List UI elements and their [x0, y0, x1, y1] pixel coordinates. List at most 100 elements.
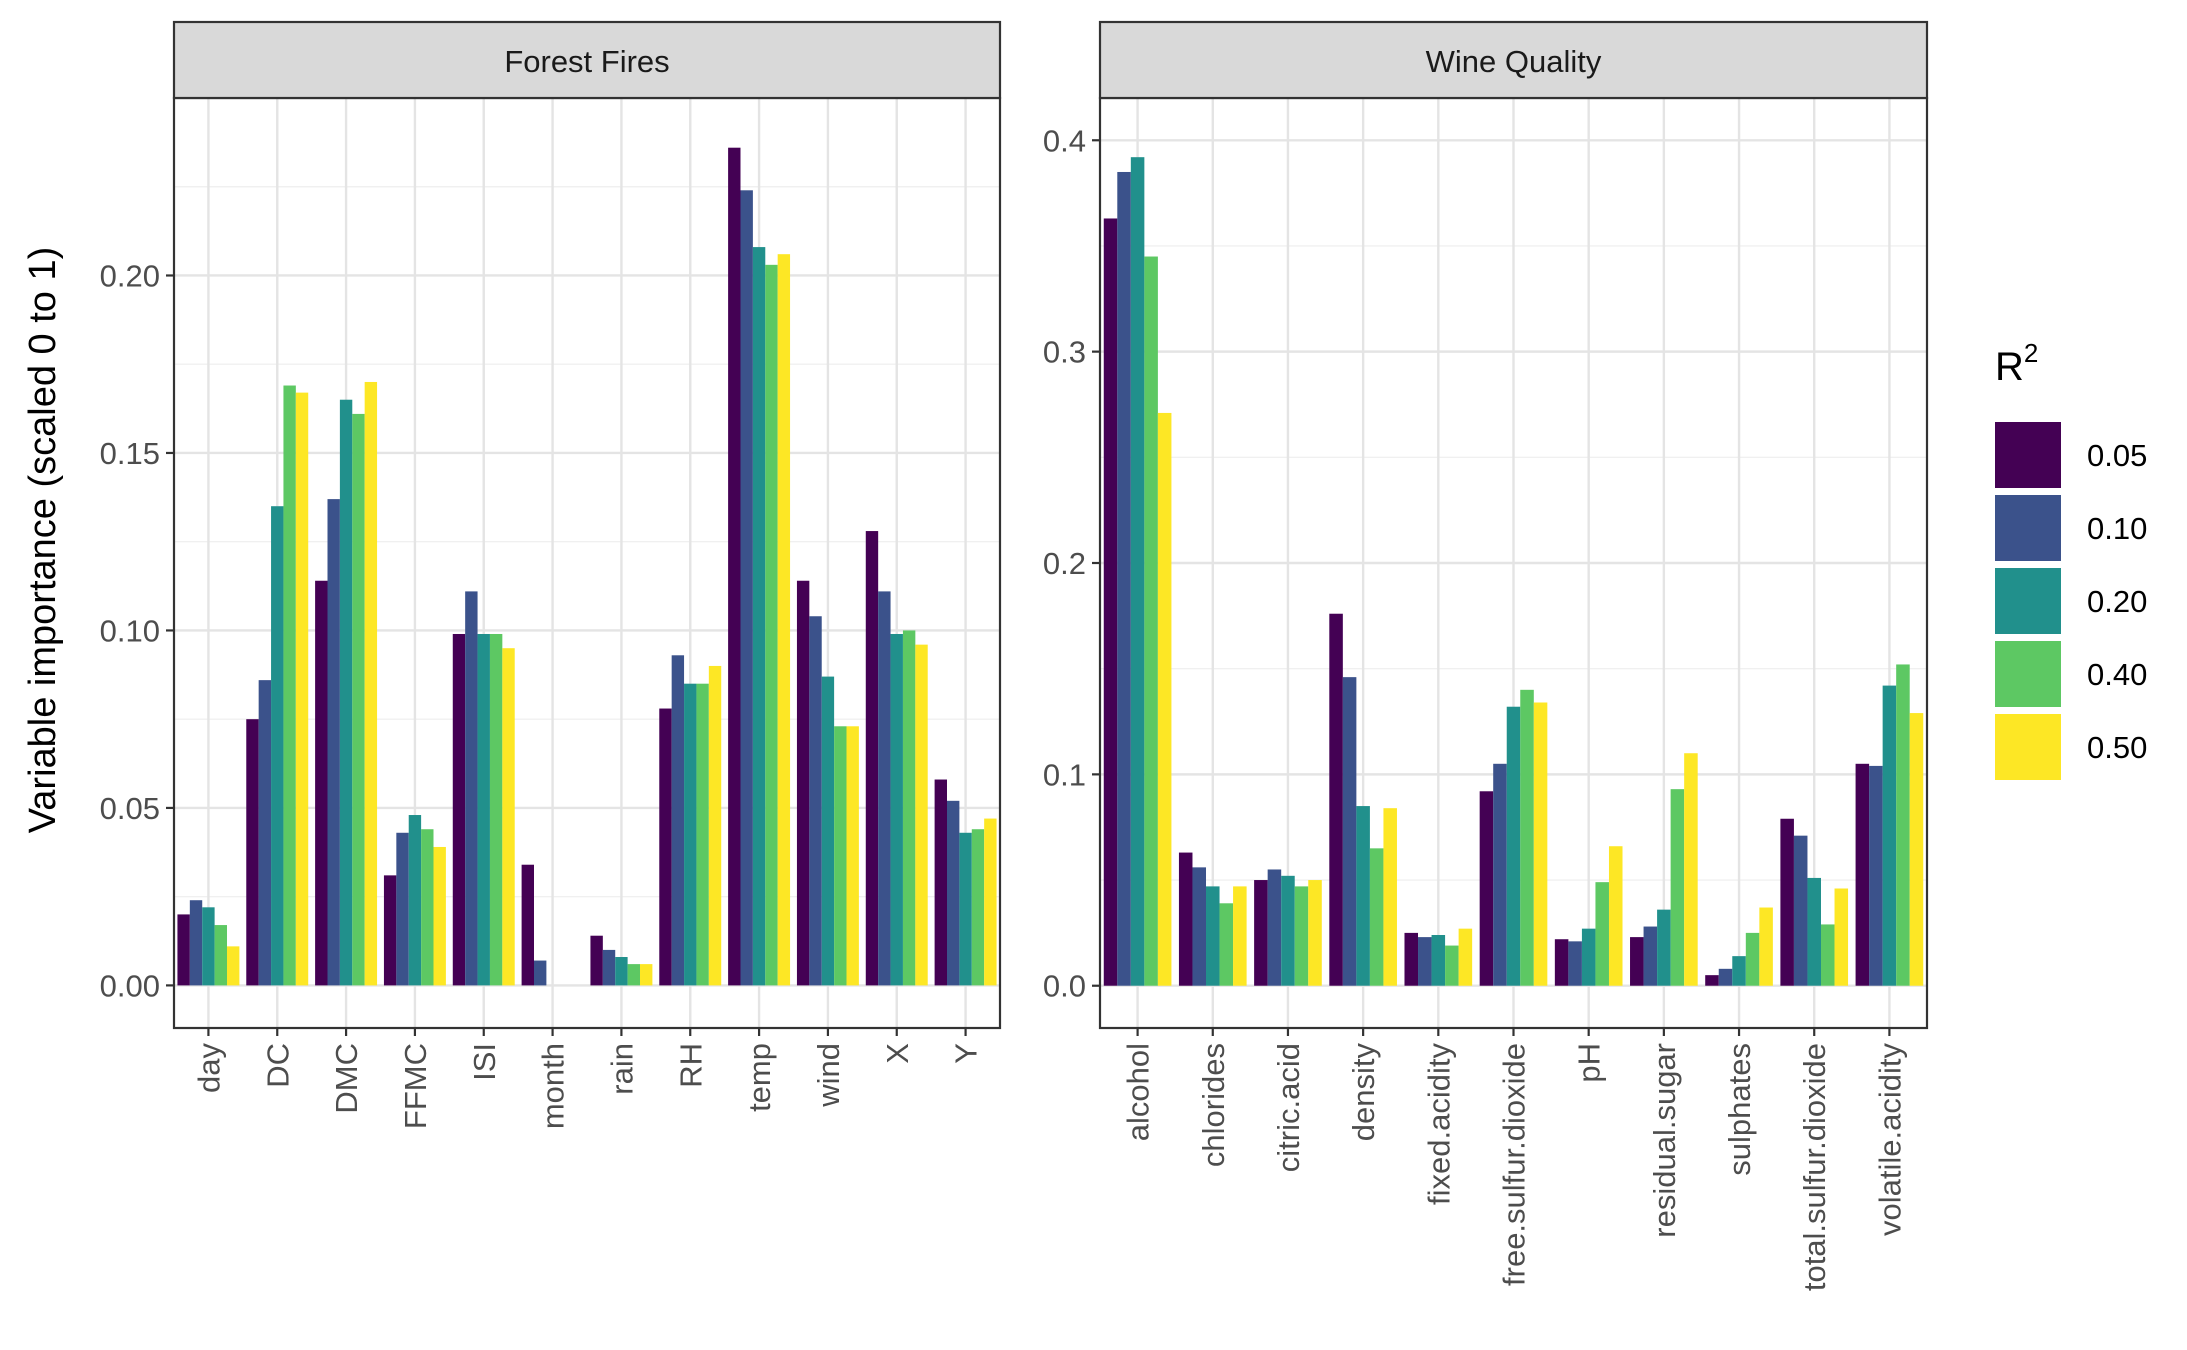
x-tick-label-sulphates: sulphates	[1722, 1043, 1757, 1176]
bar-ffmc-r2-0-40	[421, 829, 434, 986]
bar-alcohol-r2-0-20	[1130, 157, 1145, 986]
legend-title-superscript: 2	[2024, 338, 2038, 368]
bar-rain-r2-0-10	[602, 949, 616, 986]
bar-total-sulfur-dioxide-r2-0-40	[1820, 924, 1835, 986]
bar-total-sulfur-dioxide-r2-0-20	[1807, 877, 1821, 986]
bar-rh-r2-0-20	[684, 683, 697, 986]
bar-dc-r2-0-50	[295, 392, 309, 986]
facet-panels: Forest Fires 0.00 0.05 0.10 0.15 0.20 day DC DMC…	[100, 20, 1929, 1291]
bar-rh-r2-0-10	[671, 655, 685, 986]
facet-strip-title: Forest Fires	[504, 44, 669, 79]
x-tick-label-residual-sugar: residual.sugar	[1647, 1043, 1682, 1238]
bar-free-sulfur-dioxide-r2-0-40	[1520, 689, 1534, 986]
legend-label-0-10: 0.10	[2087, 511, 2147, 546]
bar-y-r2-0-05	[934, 779, 947, 986]
bar-density-r2-0-10	[1342, 677, 1357, 986]
bar-rain-r2-0-50	[640, 964, 653, 986]
y-tick-label: 0.4	[1043, 123, 1086, 158]
bar-day-r2-0-50	[227, 946, 240, 986]
y-tick-label: 0.20	[100, 258, 160, 293]
bar-alcohol-r2-0-50	[1157, 412, 1172, 986]
bar-ph-r2-0-50	[1608, 846, 1623, 986]
bar-citric-acid-r2-0-10	[1267, 869, 1282, 986]
x-tick-label-free-sulfur-dioxide: free.sulfur.dioxide	[1497, 1043, 1532, 1286]
x-tick-label-wind: wind	[811, 1043, 846, 1108]
x-tick-label-chlorides: chlorides	[1196, 1043, 1231, 1167]
legend-label-0-05: 0.05	[2087, 438, 2147, 473]
facet-strip	[172, 20, 1002, 100]
x-tick-label-volatile-acidity: volatile.acidity	[1872, 1043, 1907, 1236]
bar-density-r2-0-05	[1329, 613, 1343, 986]
bar-total-sulfur-dioxide-r2-0-50	[1834, 888, 1849, 986]
bar-x-r2-0-20	[890, 633, 903, 986]
bar-day-r2-0-10	[189, 900, 203, 986]
bar-residual-sugar-r2-0-10	[1643, 926, 1658, 986]
bar-total-sulfur-dioxide-r2-0-05	[1780, 818, 1794, 986]
x-tick-label-citric-acid: citric.acid	[1271, 1043, 1306, 1172]
bar-temp-r2-0-20	[752, 247, 766, 986]
legend-key-0-05	[1995, 422, 2061, 488]
legend-label-0-40: 0.40	[2087, 657, 2147, 692]
bar-x-r2-0-40	[902, 630, 916, 986]
bar-sulphates-r2-0-40	[1745, 932, 1760, 986]
bar-y-r2-0-10	[946, 800, 960, 986]
x-tick-label-isi: ISI	[467, 1043, 502, 1081]
x-tick-label-temp: temp	[742, 1043, 777, 1112]
bar-rain-r2-0-40	[627, 964, 641, 986]
bar-dc-r2-0-20	[271, 506, 284, 986]
bar-dmc-r2-0-50	[364, 381, 378, 986]
y-tick-label: 0.2	[1043, 546, 1086, 581]
bar-ph-r2-0-20	[1581, 928, 1596, 986]
bar-free-sulfur-dioxide-r2-0-10	[1493, 763, 1507, 986]
bar-residual-sugar-r2-0-50	[1684, 753, 1698, 986]
bar-fixed-acidity-r2-0-50	[1458, 928, 1473, 986]
bar-isi-r2-0-10	[465, 591, 478, 986]
y-axis-title: Variable importance (scaled 0 to 1)	[22, 247, 64, 833]
bar-temp-r2-0-05	[728, 147, 741, 986]
legend-keys: 0.05 0.10 0.20 0.40 0.50	[1995, 422, 2147, 780]
bar-volatile-acidity-r2-0-10	[1869, 765, 1883, 986]
x-tick-label-month: month	[536, 1043, 571, 1129]
bar-y-r2-0-50	[984, 818, 997, 986]
bar-density-r2-0-20	[1356, 806, 1370, 986]
bar-residual-sugar-r2-0-05	[1630, 937, 1644, 986]
bar-volatile-acidity-r2-0-50	[1909, 713, 1924, 986]
bar-rh-r2-0-05	[659, 708, 672, 986]
bar-volatile-acidity-r2-0-40	[1896, 664, 1910, 986]
legend-label-0-50: 0.50	[2087, 730, 2147, 765]
bar-month-r2-0-10	[533, 960, 547, 986]
bar-x-r2-0-05	[865, 531, 879, 986]
y-tick-label: 0.3	[1043, 335, 1086, 370]
bar-citric-acid-r2-0-40	[1294, 886, 1309, 986]
y-tick-label: 0.05	[100, 791, 160, 826]
bar-fixed-acidity-r2-0-05	[1404, 932, 1419, 986]
bar-y-r2-0-20	[959, 832, 972, 986]
bar-citric-acid-r2-0-20	[1281, 875, 1295, 986]
x-tick-label-density: density	[1346, 1043, 1381, 1142]
bar-sulphates-r2-0-10	[1718, 968, 1733, 986]
bar-y-r2-0-40	[971, 829, 985, 986]
bar-day-r2-0-05	[177, 914, 190, 986]
bar-chlorides-r2-0-40	[1219, 903, 1234, 986]
bar-rain-r2-0-05	[590, 935, 603, 986]
bar-day-r2-0-20	[202, 907, 215, 986]
bar-day-r2-0-40	[214, 925, 228, 986]
x-tick-label-fixed-acidity: fixed.acidity	[1421, 1043, 1456, 1205]
bar-citric-acid-r2-0-05	[1254, 880, 1268, 986]
bar-chlorides-r2-0-10	[1192, 867, 1207, 986]
bar-ph-r2-0-40	[1595, 882, 1609, 986]
bar-month-r2-0-05	[521, 864, 534, 986]
bar-chlorides-r2-0-20	[1206, 886, 1220, 986]
y-tick-label: 0.10	[100, 613, 160, 648]
bar-ph-r2-0-05	[1554, 939, 1569, 986]
bar-isi-r2-0-05	[452, 633, 466, 986]
bar-free-sulfur-dioxide-r2-0-20	[1506, 706, 1521, 986]
bar-ffmc-r2-0-50	[433, 846, 446, 986]
bar-temp-r2-0-10	[740, 190, 753, 986]
bar-alcohol-r2-0-10	[1117, 171, 1131, 986]
facet-strip-title: Wine Quality	[1426, 44, 1602, 79]
x-tick-label-day: day	[191, 1043, 226, 1093]
bar-x-r2-0-10	[878, 591, 891, 986]
bar-residual-sugar-r2-0-20	[1657, 909, 1671, 986]
bar-dc-r2-0-05	[246, 719, 259, 986]
